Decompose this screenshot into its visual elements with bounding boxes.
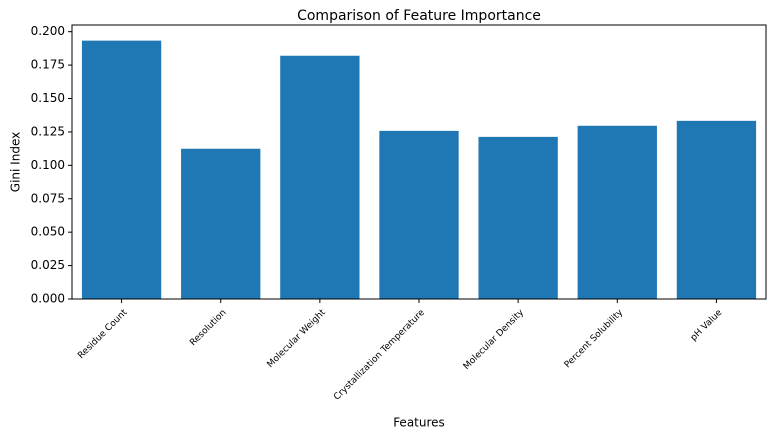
chart-title: Comparison of Feature Importance <box>297 8 541 24</box>
x-tick-label: Molecular Density <box>462 307 527 372</box>
bar <box>181 148 261 299</box>
bar <box>676 120 757 300</box>
x-tick-label: Crystallization Temperature <box>332 307 427 402</box>
x-tick-label: Percent Solubility <box>563 307 626 370</box>
x-tick-label: Residue Count <box>76 307 129 360</box>
y-tick-label: 0.150 <box>31 91 65 105</box>
bar <box>280 55 360 300</box>
x-axis-label: Features <box>393 416 445 430</box>
x-tick-label: Resolution <box>188 308 228 348</box>
bar <box>379 130 459 299</box>
y-tick-label: 0.100 <box>31 158 65 172</box>
y-tick-label: 0.025 <box>31 258 65 272</box>
y-tick-label: 0.075 <box>31 191 65 205</box>
y-tick-label: 0.000 <box>31 292 65 306</box>
bar <box>81 40 162 299</box>
plot-frame <box>71 24 767 300</box>
y-tick-label: 0.200 <box>31 24 65 38</box>
x-tick-label: pH Value <box>689 307 725 343</box>
y-tick-label: 0.125 <box>31 124 65 138</box>
x-tick-label: Molecular Weight <box>266 307 328 369</box>
bar <box>577 125 657 299</box>
y-axis-label: Gini Index <box>9 132 23 192</box>
y-tick-label: 0.050 <box>31 225 65 239</box>
y-tick-label: 0.175 <box>31 58 65 72</box>
bar <box>478 136 558 299</box>
